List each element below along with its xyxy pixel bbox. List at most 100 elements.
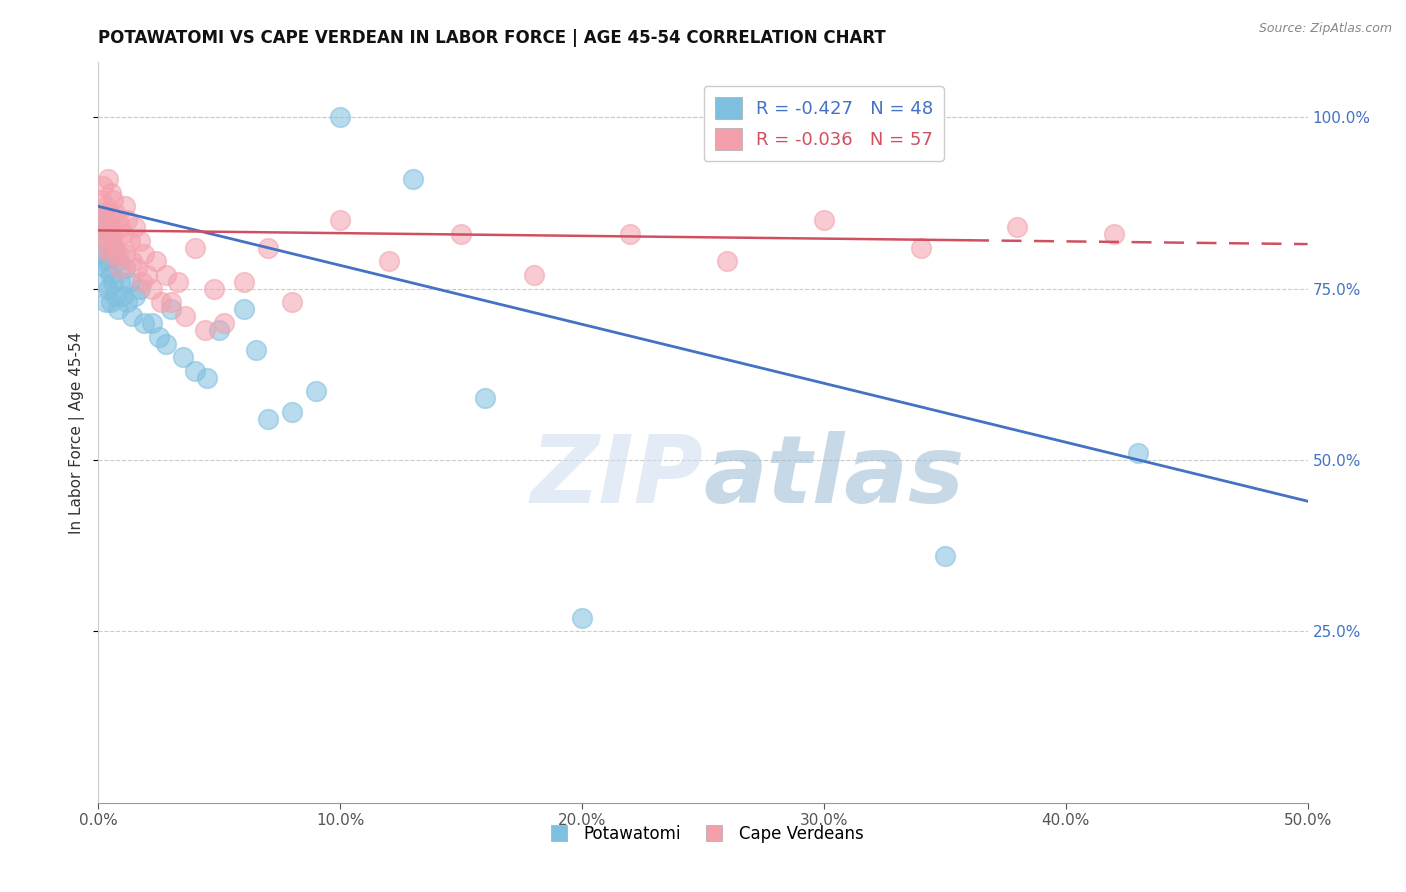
Point [117,295,139,310]
Point [232,275,254,289]
Point [329,213,352,227]
Text: POTAWATOMI VS CAPE VERDEAN IN LABOR FORCE | AGE 45-54 CORRELATION CHART: POTAWATOMI VS CAPE VERDEAN IN LABOR FORC… [98,29,886,47]
Text: Source: ZipAtlas.com: Source: ZipAtlas.com [1258,22,1392,36]
Point [474,392,496,406]
Point [934,549,956,563]
Point [150,295,173,310]
Point [141,316,163,330]
Point [160,295,183,310]
Point [90,234,112,248]
Point [134,247,156,261]
Point [1128,446,1150,460]
Point [108,219,131,234]
Point [402,172,425,186]
Point [1102,227,1125,241]
Point [90,219,112,234]
Point [377,254,399,268]
Point [305,384,328,399]
Point [97,282,120,296]
Point [101,227,124,241]
Point [148,329,170,343]
Text: atlas: atlas [703,431,965,523]
Point [100,227,122,241]
Point [910,240,932,255]
Point [184,240,207,255]
Point [155,268,177,282]
Point [117,213,139,227]
Point [107,247,129,261]
Point [128,282,150,296]
Point [107,254,129,268]
Point [208,323,231,337]
Point [97,219,120,234]
Point [716,254,738,268]
Point [121,309,143,323]
Point [204,282,226,296]
Point [184,364,207,378]
Point [91,178,114,193]
Point [91,213,114,227]
Point [256,412,278,426]
Point [91,247,114,261]
Point [104,247,127,261]
Point [256,240,278,255]
Point [100,186,122,200]
Point [619,227,641,241]
Point [450,227,472,241]
Point [90,193,112,207]
Point [100,268,122,282]
Point [195,371,218,385]
Point [104,240,127,255]
Y-axis label: In Labor Force | Age 45-54: In Labor Force | Age 45-54 [69,332,86,533]
Point [97,206,120,220]
Point [167,275,190,289]
Point [111,227,134,241]
Point [135,268,157,282]
Point [97,254,120,268]
Point [94,213,117,227]
Point [97,234,120,248]
Point [1007,219,1029,234]
Point [128,234,150,248]
Point [523,268,546,282]
Point [232,302,254,317]
Point [100,247,122,261]
Point [174,309,197,323]
Point [91,206,114,220]
Point [194,323,217,337]
Point [329,110,352,124]
Point [245,343,267,358]
Point [131,275,153,289]
Point [281,405,304,419]
Point [94,199,117,213]
Point [121,254,143,268]
Point [124,288,146,302]
Point [212,316,235,330]
Point [160,302,183,317]
Point [118,275,141,289]
Point [118,234,141,248]
Point [94,295,117,310]
Point [91,240,114,255]
Point [100,295,122,310]
Point [90,254,112,268]
Point [172,350,194,364]
Point [813,213,835,227]
Point [101,240,124,255]
Point [94,261,117,276]
Point [124,219,146,234]
Point [94,227,117,241]
Point [114,199,136,213]
Point [107,302,129,317]
Point [101,193,124,207]
Point [91,275,114,289]
Legend: Potawatomi, Cape Verdeans: Potawatomi, Cape Verdeans [536,819,870,850]
Point [145,254,167,268]
Point [104,288,127,302]
Point [101,275,124,289]
Point [141,282,163,296]
Point [281,295,304,310]
Point [107,213,129,227]
Point [155,336,177,351]
Point [134,316,156,330]
